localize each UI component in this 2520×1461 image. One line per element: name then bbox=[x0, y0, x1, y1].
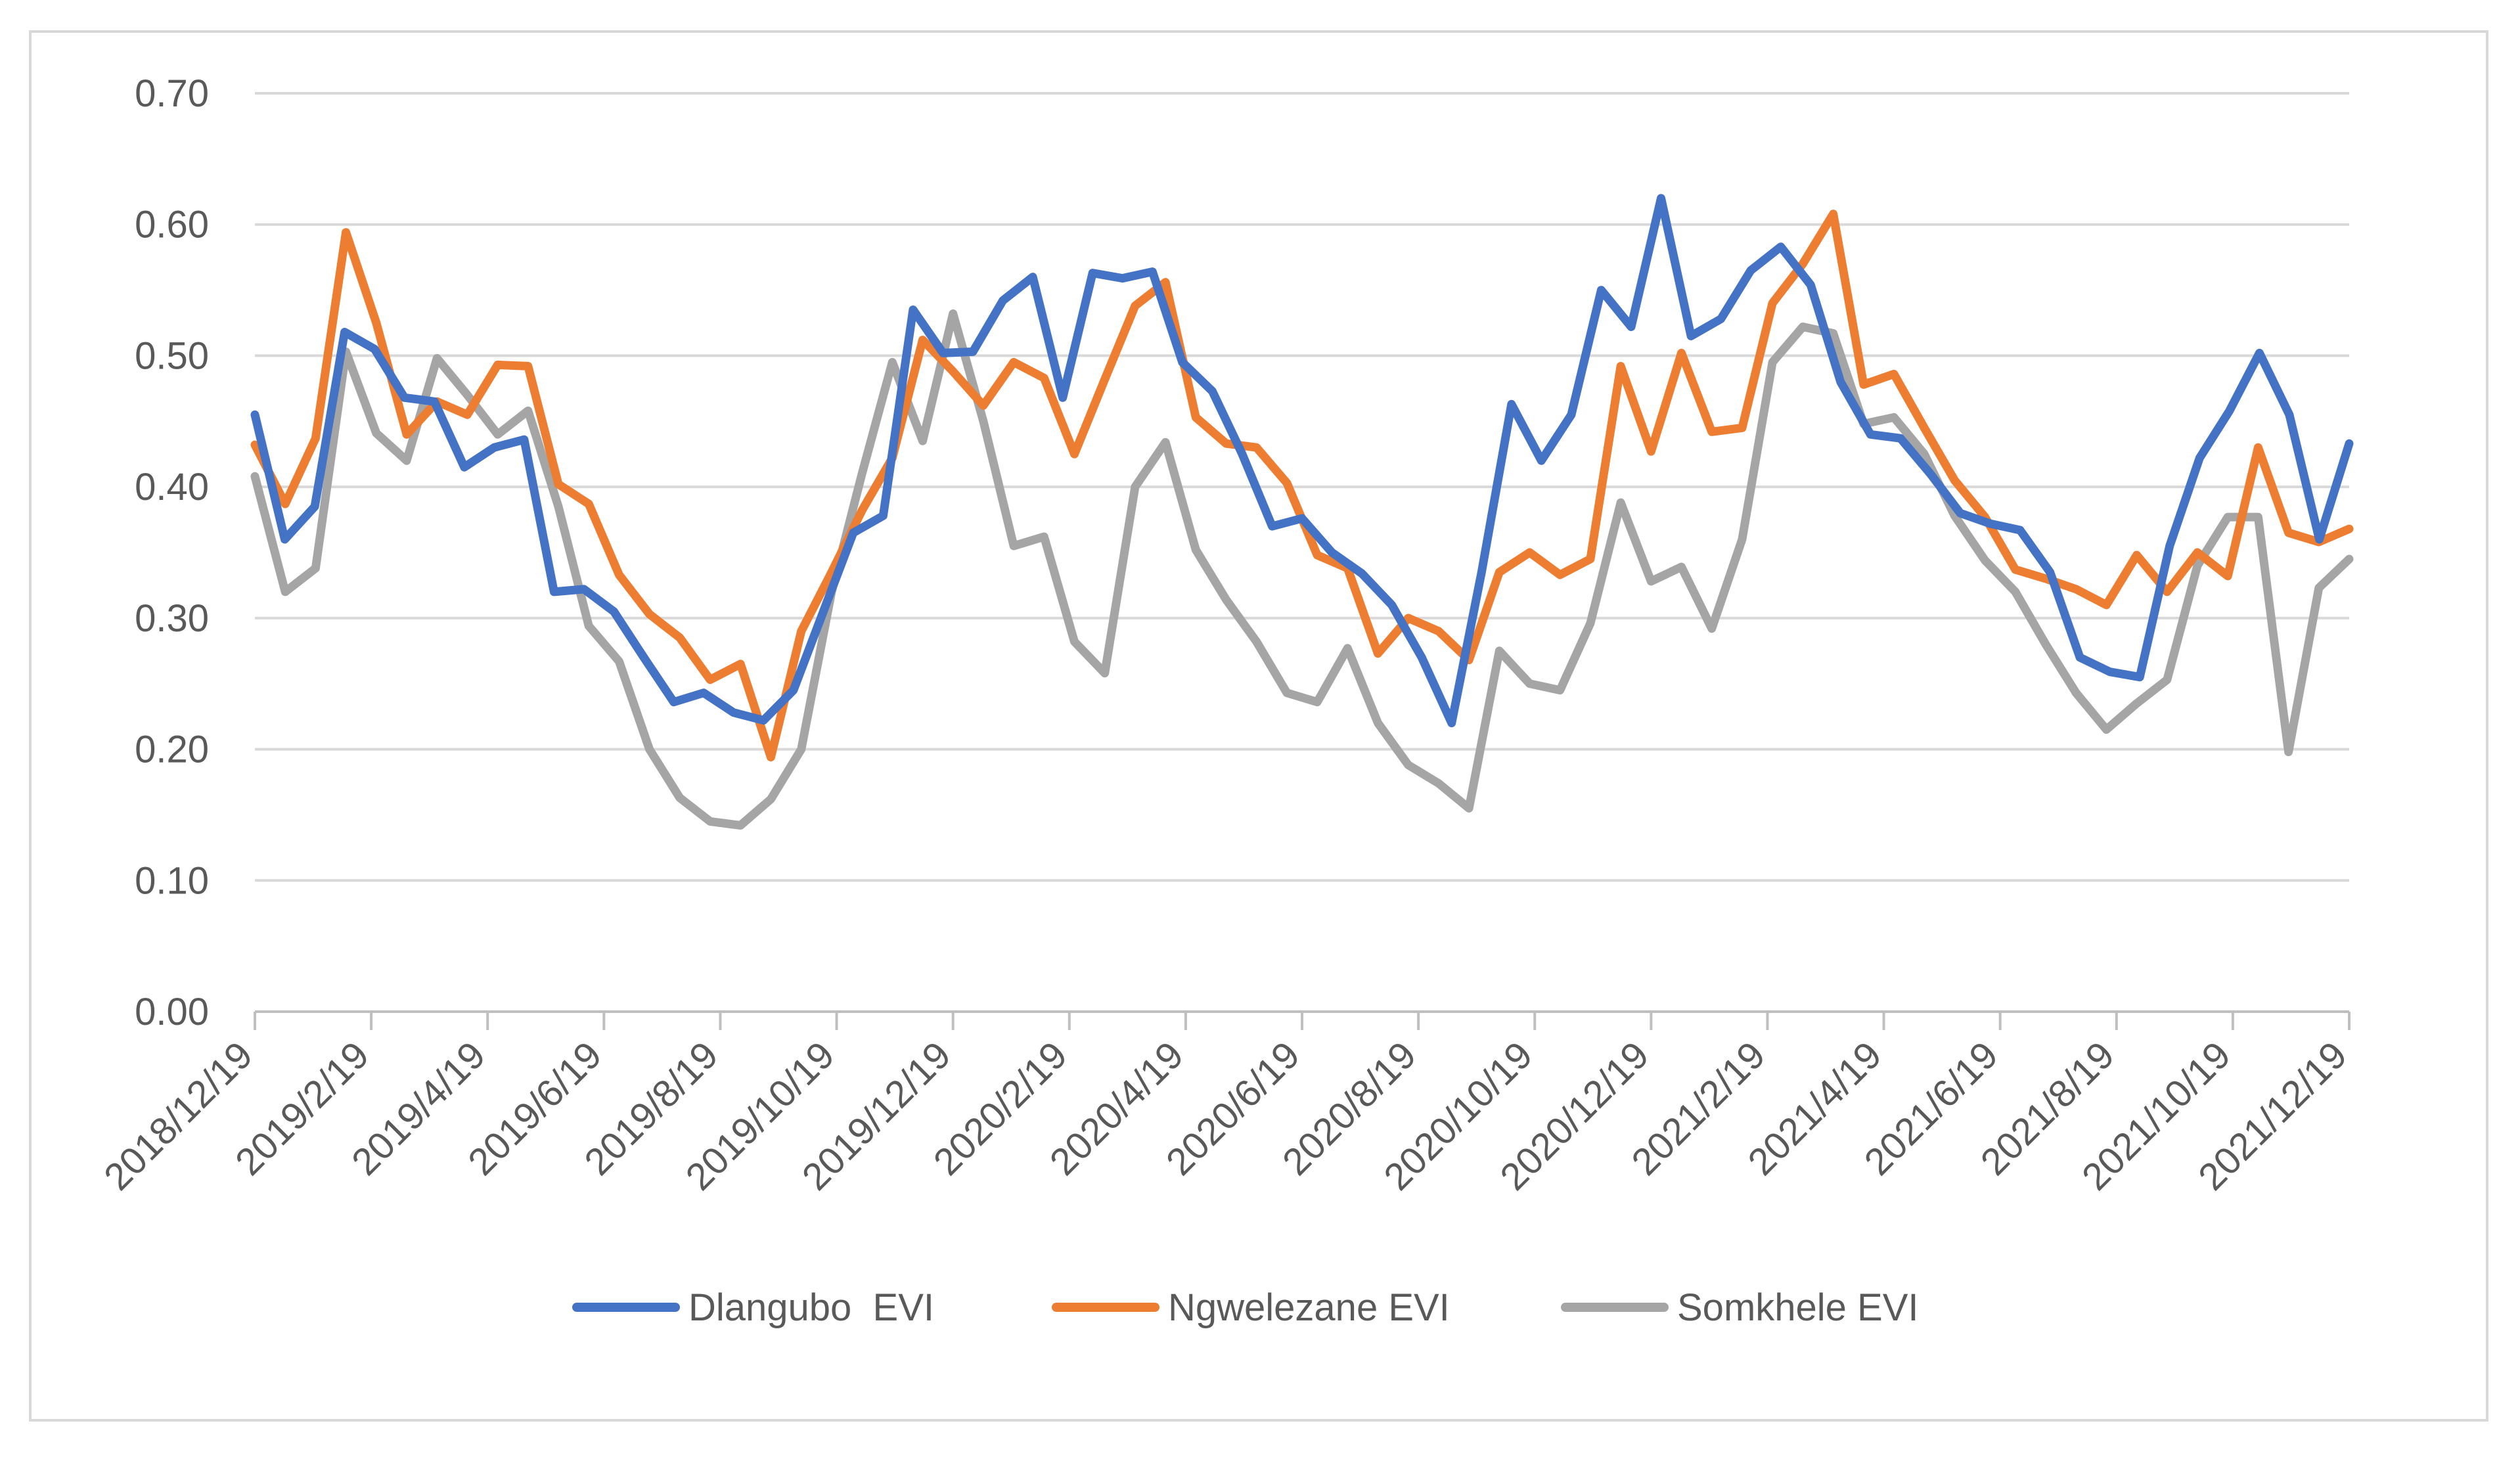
series-line-somkhele bbox=[250, 309, 2354, 830]
y-tick-label: 0.40 bbox=[135, 466, 209, 508]
series-line-dlangubo bbox=[250, 194, 2354, 728]
legend-label: Ngwelezane EVI bbox=[1168, 1286, 1450, 1329]
gridlines bbox=[255, 92, 2349, 882]
y-tick-label: 0.20 bbox=[135, 729, 209, 771]
y-tick-label: 0.60 bbox=[135, 204, 209, 246]
y-tick-label: 0.70 bbox=[135, 72, 209, 115]
x-tick-labels: 2018/12/192019/2/192019/4/192019/6/19201… bbox=[96, 1033, 2355, 1198]
y-tick-label: 0.50 bbox=[135, 334, 209, 377]
y-tick-label: 0.30 bbox=[135, 597, 209, 640]
chart-frame: 0.00 0.10 0.20 0.30 0.40 0.50 0.60 0.70 2018/12… bbox=[29, 30, 2488, 1422]
legend-label: Dlangubo EVI bbox=[688, 1286, 934, 1329]
x-tick-label: 2018/12/19 bbox=[96, 1033, 261, 1198]
legend: Dlangubo EVI Ngwelezane EVI Somkhele EVI bbox=[572, 1286, 1919, 1329]
legend-label: Somkhele EVI bbox=[1677, 1286, 1919, 1329]
y-tick-label: 0.00 bbox=[135, 991, 209, 1033]
series-lines bbox=[250, 194, 2354, 830]
evi-line-chart: 0.00 0.10 0.20 0.30 0.40 0.50 0.60 0.70 2018/12… bbox=[96, 72, 2355, 1329]
y-tick-label: 0.10 bbox=[135, 859, 209, 902]
y-tick-labels: 0.00 0.10 0.20 0.30 0.40 0.50 0.60 0.70 bbox=[135, 72, 209, 1033]
x-axis bbox=[254, 1010, 2351, 1030]
